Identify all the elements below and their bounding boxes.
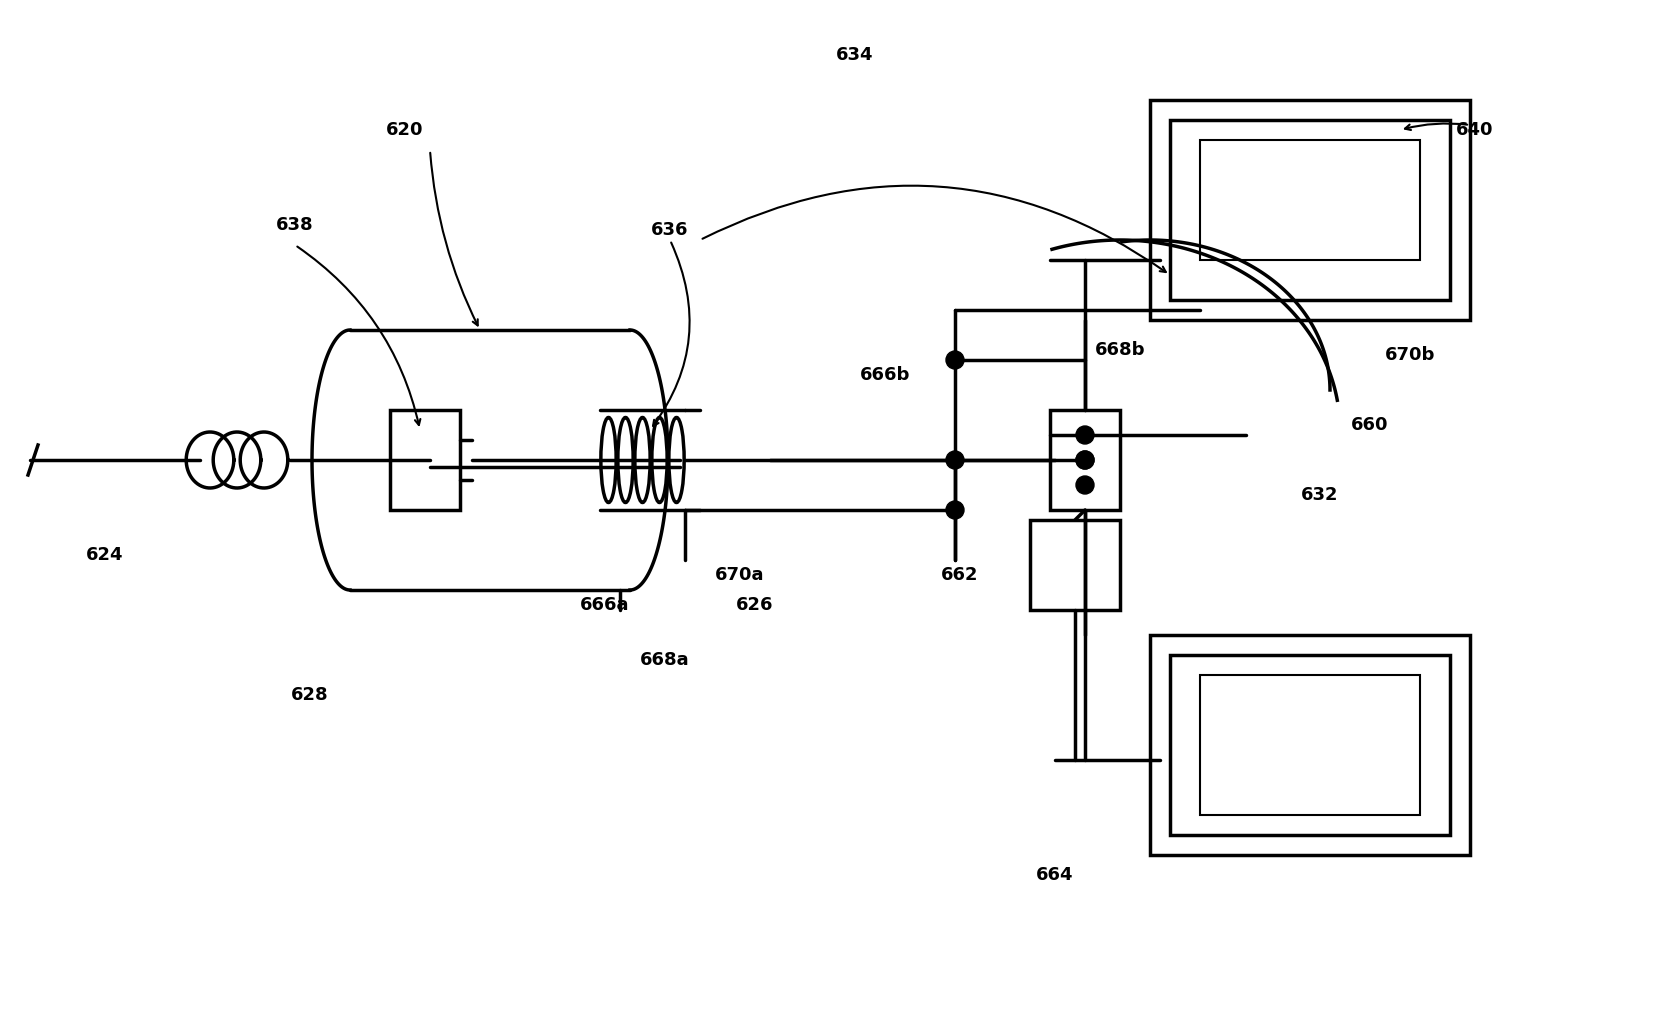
- Text: 640: 640: [1456, 121, 1494, 139]
- Ellipse shape: [636, 417, 651, 503]
- Text: 668a: 668a: [641, 651, 689, 669]
- Circle shape: [1077, 426, 1093, 444]
- Text: 662: 662: [941, 566, 979, 584]
- Text: 620: 620: [386, 121, 424, 139]
- Text: 628: 628: [292, 686, 329, 704]
- Bar: [391, 410, 459, 510]
- Text: 666b: 666b: [860, 366, 911, 384]
- Ellipse shape: [652, 417, 667, 503]
- Text: 624: 624: [86, 546, 124, 564]
- Bar: [1171, 655, 1451, 835]
- Bar: [1201, 140, 1420, 260]
- Circle shape: [946, 351, 964, 369]
- Text: 634: 634: [837, 46, 874, 64]
- Ellipse shape: [600, 417, 615, 503]
- Text: 670a: 670a: [716, 566, 765, 584]
- Circle shape: [1077, 476, 1093, 494]
- Bar: [1150, 100, 1471, 320]
- Bar: [1201, 675, 1420, 815]
- Text: 632: 632: [1301, 486, 1338, 504]
- Text: 626: 626: [736, 596, 773, 614]
- Text: 670b: 670b: [1385, 346, 1436, 364]
- Ellipse shape: [617, 417, 634, 503]
- Circle shape: [1077, 451, 1093, 469]
- Text: 668b: 668b: [1095, 341, 1145, 359]
- Text: 664: 664: [1036, 866, 1073, 884]
- Text: 666a: 666a: [580, 596, 631, 614]
- Circle shape: [946, 501, 964, 519]
- Bar: [1150, 635, 1471, 855]
- Bar: [1050, 410, 1120, 510]
- Circle shape: [946, 451, 964, 469]
- Text: 636: 636: [651, 221, 689, 239]
- Circle shape: [1077, 451, 1093, 469]
- Text: 660: 660: [1352, 416, 1389, 434]
- Text: 638: 638: [277, 216, 314, 234]
- Ellipse shape: [669, 417, 684, 503]
- Bar: [1030, 520, 1120, 610]
- Bar: [1171, 120, 1451, 300]
